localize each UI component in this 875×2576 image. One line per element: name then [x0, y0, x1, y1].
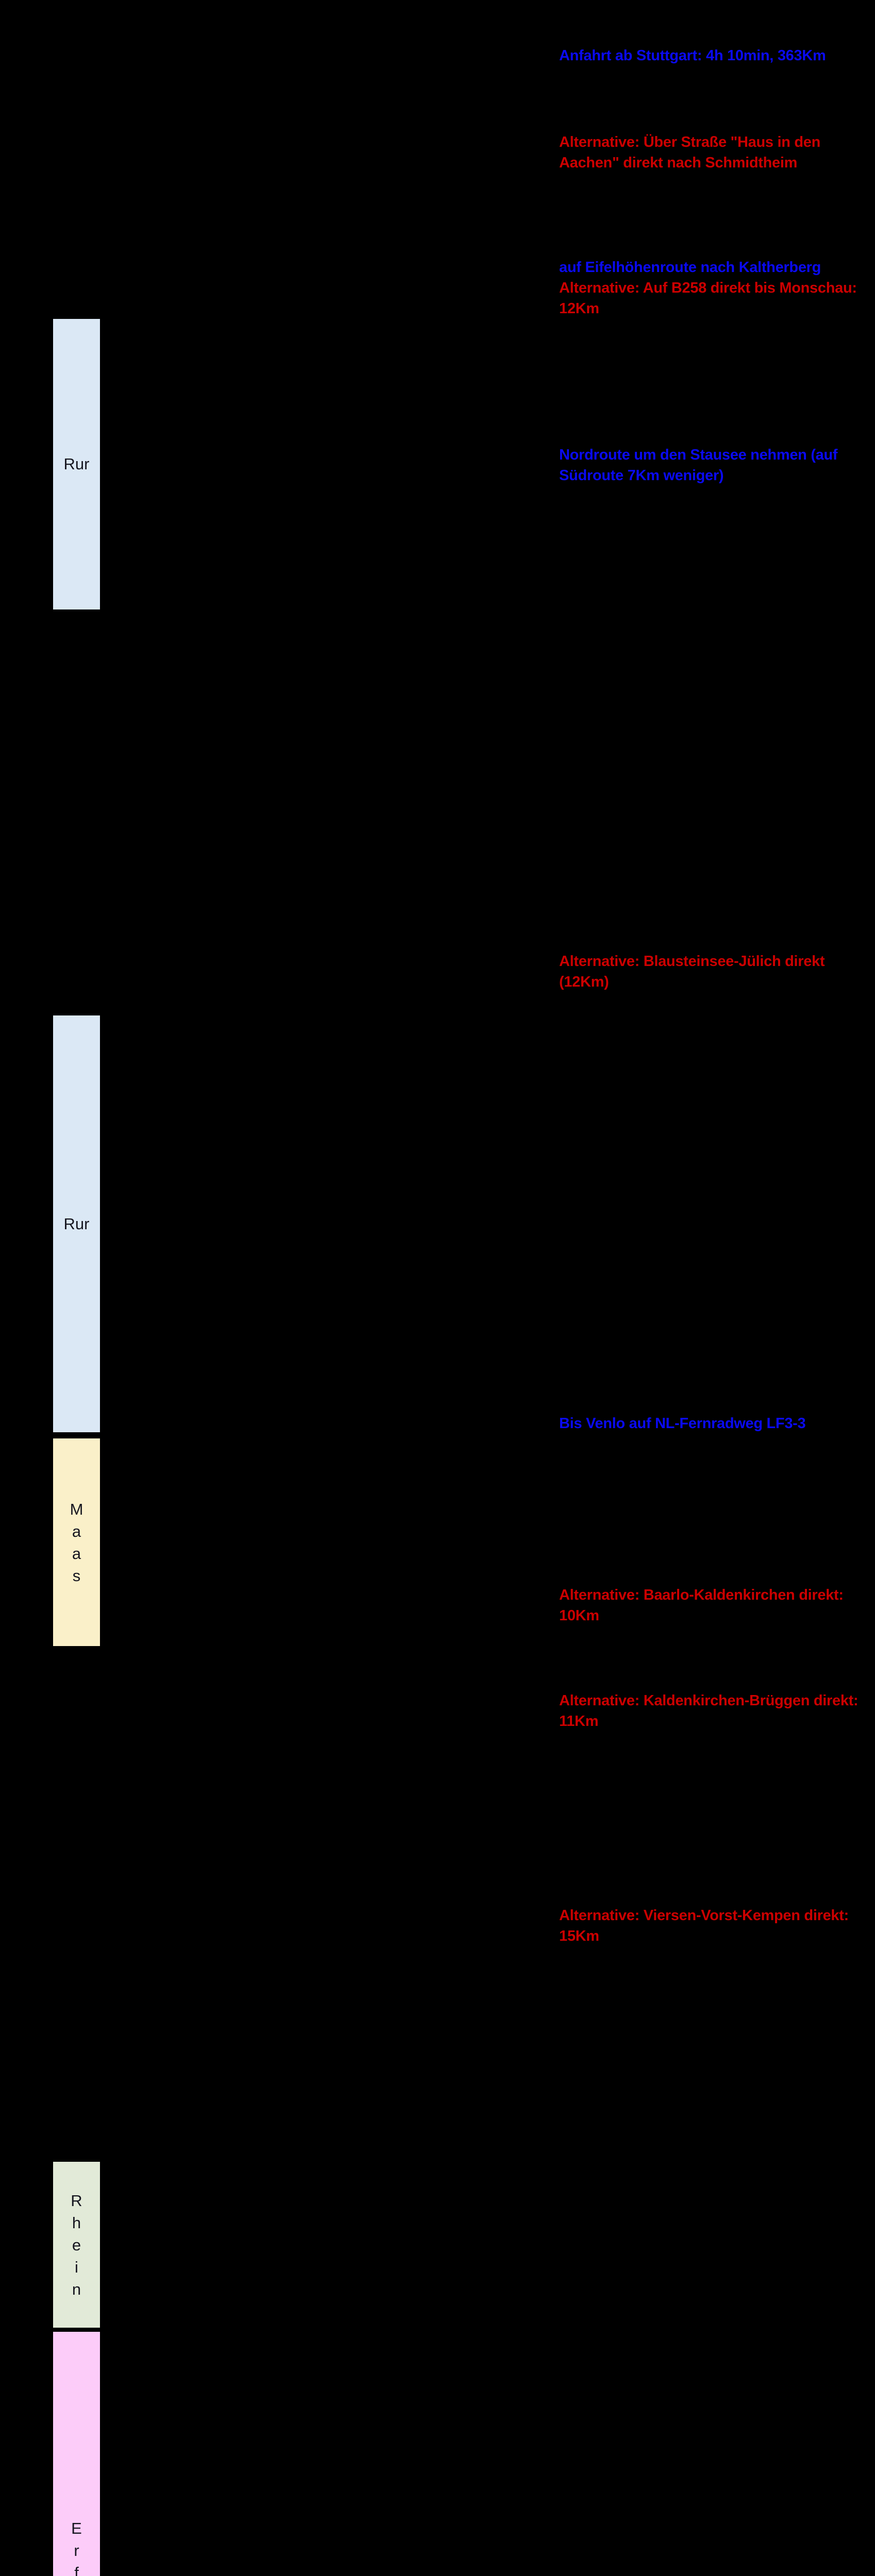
river-label-letter: a: [72, 1522, 81, 1540]
annotation-route_note: auf Eifelhöhenroute nach Kaltherberg: [559, 257, 875, 278]
annotation-line: Alternative: Auf B258 direkt bis Monscha…: [559, 280, 857, 296]
river-bar-rur-upper: Rur: [52, 317, 102, 611]
annotation-route_note: Bis Venlo auf NL-Fernradweg LF3-3: [559, 1413, 875, 1434]
annotation-alternative: Alternative: Auf B258 direkt bis Monscha…: [559, 278, 875, 319]
annotation-alternative: Alternative: Blausteinsee-Jülich direkt (…: [559, 951, 875, 992]
river-label-letter: s: [72, 1566, 81, 1585]
annotation-line: Nordroute um den Stausee nehmen (auf: [559, 447, 838, 463]
river-label-letter: h: [72, 2213, 81, 2232]
river-bar-erft: Erft: [52, 2330, 102, 2576]
river-label-erft: Erft: [71, 2517, 82, 2576]
river-label-letter: E: [71, 2519, 82, 2537]
annotation-line: 15Km: [559, 1928, 599, 1944]
annotation-line: Anfahrt ab Stuttgart: 4h 10min, 363Km: [559, 47, 826, 64]
annotation-line: 12Km: [559, 300, 599, 317]
annotation-line: Alternative: Viersen-Vorst-Kempen direkt…: [559, 1907, 849, 1924]
annotation-line: Bis Venlo auf NL-Fernradweg LF3-3: [559, 1415, 806, 1432]
annotation-line: Alternative: Über Straße "Haus in den: [559, 134, 821, 150]
annotation-line: Alternative: Kaldenkirchen-Brüggen direk…: [559, 1692, 859, 1709]
annotation-route_note: Nordroute um den Stausee nehmen (auf Südr…: [559, 445, 875, 486]
annotation-alternative: Alternative: Viersen-Vorst-Kempen direkt…: [559, 1905, 875, 1946]
annotation-line: 10Km: [559, 1607, 599, 1624]
annotation-route_note: Anfahrt ab Stuttgart: 4h 10min, 363Km: [559, 45, 875, 66]
river-label-letter: f: [74, 2563, 79, 2576]
river-label-rur-upper: Rur: [63, 455, 90, 473]
river-bar-rur-lower: Rur: [52, 1014, 102, 1434]
annotation-alternative: Alternative: Kaldenkirchen-Brüggen direk…: [559, 1690, 875, 1732]
annotation-line: Südroute 7Km weniger): [559, 467, 724, 484]
river-label-letter: i: [75, 2258, 78, 2276]
river-label-letter: a: [72, 1544, 81, 1563]
annotation-line: Aachen" direkt nach Schmidtheim: [559, 155, 798, 171]
annotation-line: (12Km): [559, 974, 609, 990]
river-label-letter: n: [72, 2280, 81, 2298]
annotation-line: 11Km: [559, 1713, 599, 1730]
annotation-line: auf Eifelhöhenroute nach Kaltherberg: [559, 259, 821, 276]
river-label-letter: R: [71, 2191, 82, 2210]
river-label-rur-lower: Rur: [63, 1214, 90, 1233]
river-label-letter: e: [72, 2235, 81, 2254]
river-label-letter: r: [74, 2541, 79, 2560]
annotation-alternative: Alternative: Baarlo-Kaldenkirchen direkt…: [559, 1585, 875, 1626]
annotation-alternative: Alternative: Über Straße "Haus in den Aac…: [559, 132, 875, 173]
annotation-line: Alternative: Baarlo-Kaldenkirchen direkt…: [559, 1587, 844, 1603]
annotation-line: Alternative: Blausteinsee-Jülich direkt: [559, 953, 825, 970]
river-label-letter: M: [70, 1500, 83, 1518]
